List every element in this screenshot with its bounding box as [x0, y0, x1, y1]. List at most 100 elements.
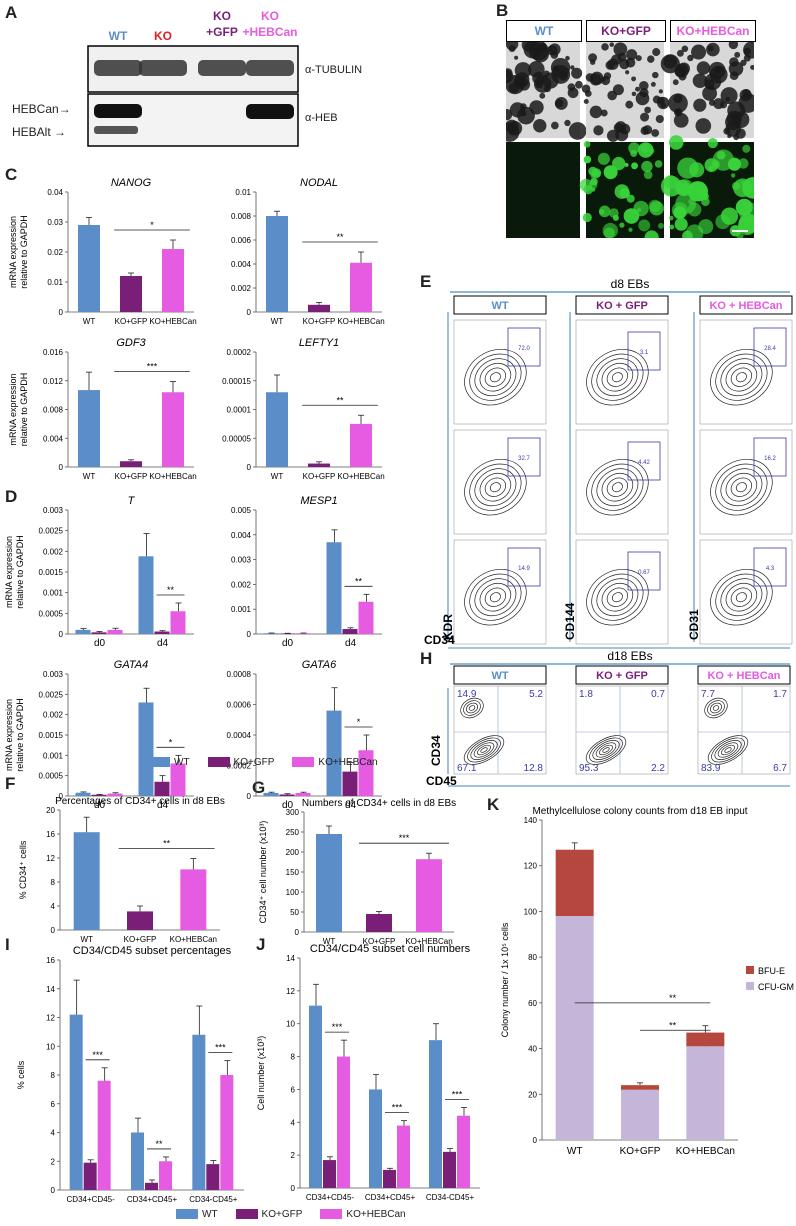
- gfp-signal: [669, 215, 674, 221]
- eb-body: [673, 113, 689, 128]
- bar: [83, 1162, 97, 1190]
- gfp-signal: [674, 217, 688, 231]
- density-contour: [591, 573, 644, 621]
- gfp-signal: [712, 149, 735, 171]
- eb-body: [506, 108, 513, 121]
- y-tick-label: 60: [528, 999, 537, 1008]
- panel-label-h: H: [420, 649, 433, 668]
- y-tick-label: 0.0002: [227, 348, 252, 357]
- eb-body: [603, 72, 612, 80]
- eb-body: [743, 42, 754, 59]
- legend-swatch-ko-gfp: [207, 757, 230, 768]
- gfp-signal: [660, 175, 682, 197]
- chart-title: Percentages of CD34+ cells in d8 EBs: [55, 796, 225, 807]
- eb-body: [593, 125, 604, 136]
- legend-label-ko-gfp-2: KO+GFP: [261, 1209, 303, 1220]
- flow-plot: [697, 685, 791, 775]
- eb-body: [728, 42, 739, 50]
- eb-body: [625, 57, 636, 68]
- density-contour: [725, 472, 758, 502]
- density-contour: [592, 740, 620, 760]
- y-tick-label: 0.0001: [227, 406, 252, 415]
- eb-body: [590, 71, 604, 85]
- quadrant-value: 6.7: [773, 763, 787, 774]
- density-contour: [707, 700, 725, 716]
- y-tick-label: 2: [291, 1151, 296, 1160]
- legend-label-ko-hebcan: KO+HEBCan: [318, 757, 378, 768]
- flow-header-box: [697, 665, 791, 685]
- gate-box: [627, 441, 661, 481]
- chart-numbers-of-cd34-cells-in-d8-ebs: Numbers of CD34+ cells in d8 EBs 0 50 100 15…: [258, 798, 456, 946]
- y-tick-label: 0: [59, 792, 64, 801]
- flow-header: KO + HEBCan: [707, 670, 780, 682]
- lane-label: KO: [213, 9, 231, 23]
- band-hebcan-ko: [246, 104, 294, 119]
- y-tick-label: 0.03: [47, 218, 63, 227]
- chart-title: NODAL: [300, 177, 338, 189]
- y-tick-label: 100: [286, 888, 300, 897]
- density-contour: [480, 747, 488, 753]
- panel-label-e: E: [420, 272, 432, 291]
- stacked-bar: [686, 1046, 725, 1140]
- x-tick-label: WT: [271, 472, 284, 481]
- y-axis-label: mRNA expression: [8, 373, 18, 445]
- y-tick-label: 0.002: [231, 580, 252, 589]
- density-contour: [489, 592, 501, 603]
- flow-header: KO + GFP: [596, 300, 648, 312]
- y-tick-label: 0.04: [47, 188, 63, 197]
- y-axis-label: relative to GAPDH: [19, 373, 29, 447]
- chart-gdf3: GDF3 0 0.004 0.008 0.012 0.016 mRNA expression…: [8, 337, 197, 481]
- bar: [69, 1014, 83, 1190]
- chart-title: NANOG: [111, 177, 152, 189]
- eb-body: [533, 119, 547, 133]
- eb-body: [575, 80, 583, 89]
- chart-title: T: [128, 495, 136, 507]
- scale-bar: [732, 230, 748, 232]
- quadrant-value: 14.9: [457, 689, 477, 700]
- y-tick-label: 300: [286, 808, 300, 817]
- density-contour: [460, 697, 484, 719]
- quadrant-value: 1.8: [579, 689, 593, 700]
- chart-t: T 0 0.0005 0.001 0.0015 0.002 0.0025 0.003 mRNA …: [4, 495, 194, 649]
- bar: [145, 1182, 158, 1190]
- y-tick-label: 0.0005: [39, 609, 64, 618]
- density-contour: [710, 349, 773, 406]
- flow-plot: [575, 429, 669, 535]
- y-tick-label: 12: [46, 1014, 55, 1023]
- density-contour: [484, 367, 507, 387]
- quadrant-value: 2.2: [651, 763, 665, 774]
- density-contour: [595, 742, 617, 758]
- bar: [75, 629, 91, 634]
- y-tick-label: 0.02: [47, 248, 63, 257]
- density-contour: [715, 573, 768, 621]
- x-tick-label: d4: [345, 638, 357, 649]
- bar: [295, 633, 311, 634]
- gfp-signal: [682, 230, 693, 238]
- header-wt: WT: [506, 20, 582, 42]
- flow-title: d8 EBs: [611, 277, 650, 291]
- y-tick-label: 0.003: [43, 506, 64, 515]
- y-tick-label: 4: [291, 1118, 296, 1127]
- x-tick-label: d4: [157, 800, 169, 811]
- density-contour: [474, 358, 517, 397]
- lane-label: +HEBCan: [242, 25, 297, 39]
- chart-mesp1: MESP1 0 0.001 0.002 0.003 0.004 0.005 d0 d4 **: [231, 495, 382, 649]
- y-tick-label: 0: [247, 630, 252, 639]
- gfp-signal: [628, 227, 633, 232]
- y-tick-label: 0.001: [43, 751, 64, 760]
- eb-body: [734, 51, 741, 58]
- gfp-signal: [733, 178, 752, 198]
- y-tick-label: 14: [46, 985, 55, 994]
- chart-title: Numbers of CD34+ cells in d8 EBs: [302, 798, 456, 809]
- density-contour: [710, 459, 773, 516]
- chart-gata6: GATA6 0 0.0002 0.0004 0.0006 0.0008 d0 d4 *: [227, 659, 382, 811]
- bar: [154, 631, 170, 634]
- bar: [138, 556, 154, 634]
- eb-body: [640, 112, 650, 122]
- bar: [323, 1160, 336, 1188]
- bar: [342, 629, 358, 634]
- eb-body: [532, 71, 545, 85]
- legend-ij: WT KO+GFP KO+HEBCan: [176, 1209, 406, 1220]
- bar: [350, 423, 372, 467]
- density-contour: [715, 353, 768, 401]
